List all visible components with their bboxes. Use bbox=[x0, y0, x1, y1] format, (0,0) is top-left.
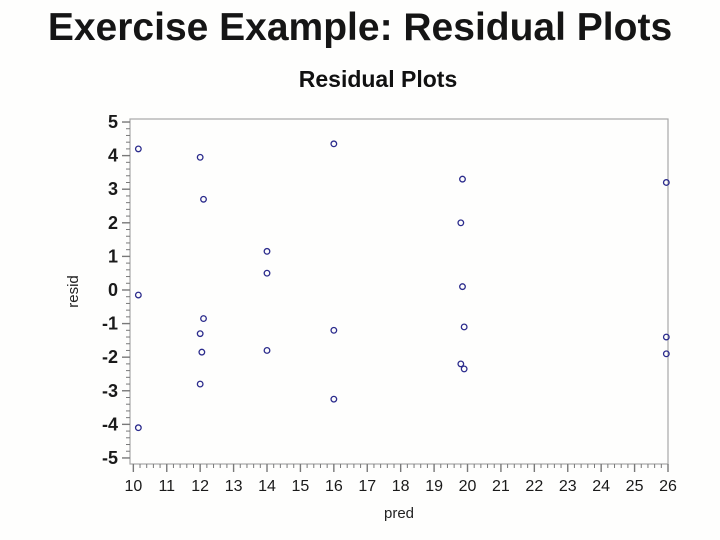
data-point bbox=[459, 283, 466, 291]
data-point bbox=[460, 365, 468, 373]
y-tick-label: 4 bbox=[108, 146, 118, 166]
data-point bbox=[662, 333, 670, 341]
y-tick-label: 5 bbox=[108, 112, 118, 132]
data-point bbox=[196, 330, 204, 338]
data-point bbox=[460, 323, 468, 331]
data-point bbox=[200, 315, 207, 322]
y-tick-label: 1 bbox=[108, 246, 118, 266]
y-tick-label: -4 bbox=[102, 414, 118, 434]
x-tick-label: 20 bbox=[459, 478, 477, 495]
data-point bbox=[263, 269, 271, 277]
x-tick-label: 14 bbox=[258, 478, 276, 495]
page-title: Exercise Example: Residual Plots bbox=[47, 6, 673, 49]
y-tick-label: 0 bbox=[108, 280, 118, 300]
data-point bbox=[200, 195, 207, 203]
x-tick-label: 10 bbox=[124, 478, 142, 495]
x-tick-label: 15 bbox=[292, 478, 310, 495]
data-point bbox=[134, 424, 142, 432]
y-tick-label: -2 bbox=[102, 347, 118, 367]
x-tick-label: 23 bbox=[559, 478, 577, 495]
data-point bbox=[330, 395, 338, 403]
chart-title: Residual Plots bbox=[298, 66, 458, 92]
x-tick-label: 17 bbox=[358, 478, 376, 495]
plot-frame bbox=[129, 118, 669, 465]
y-tick-label: -3 bbox=[102, 381, 118, 401]
data-point bbox=[196, 380, 204, 388]
x-tick-label: 18 bbox=[392, 478, 410, 495]
data-point bbox=[196, 153, 204, 161]
x-tick-label: 12 bbox=[191, 478, 209, 495]
data-point bbox=[198, 348, 206, 356]
x-axis-label: pred bbox=[384, 505, 414, 522]
data-point bbox=[134, 291, 142, 299]
y-tick-label: -1 bbox=[102, 314, 118, 334]
x-tick-label: 13 bbox=[225, 478, 243, 495]
y-tick-label: 2 bbox=[108, 213, 118, 233]
data-point bbox=[330, 326, 338, 334]
data-point bbox=[263, 247, 271, 255]
x-tick-label: 11 bbox=[158, 478, 175, 495]
data-point bbox=[134, 145, 142, 153]
data-point bbox=[662, 179, 670, 186]
data-point bbox=[662, 350, 670, 358]
data-point bbox=[263, 347, 271, 354]
data-point bbox=[457, 219, 465, 227]
y-axis-label: resid bbox=[65, 275, 82, 308]
x-tick-label: 26 bbox=[659, 478, 677, 495]
x-tick-label: 24 bbox=[592, 478, 610, 495]
y-tick-label: 3 bbox=[108, 179, 118, 199]
x-tick-label: 22 bbox=[525, 478, 543, 495]
x-tick-label: 19 bbox=[425, 478, 443, 495]
data-point bbox=[459, 175, 466, 183]
x-tick-label: 21 bbox=[492, 478, 510, 495]
y-tick-label: -5 bbox=[102, 448, 118, 468]
data-point bbox=[457, 360, 465, 368]
x-tick-label: 16 bbox=[325, 478, 343, 495]
x-tick-label: 25 bbox=[626, 478, 644, 495]
data-point bbox=[330, 140, 338, 148]
